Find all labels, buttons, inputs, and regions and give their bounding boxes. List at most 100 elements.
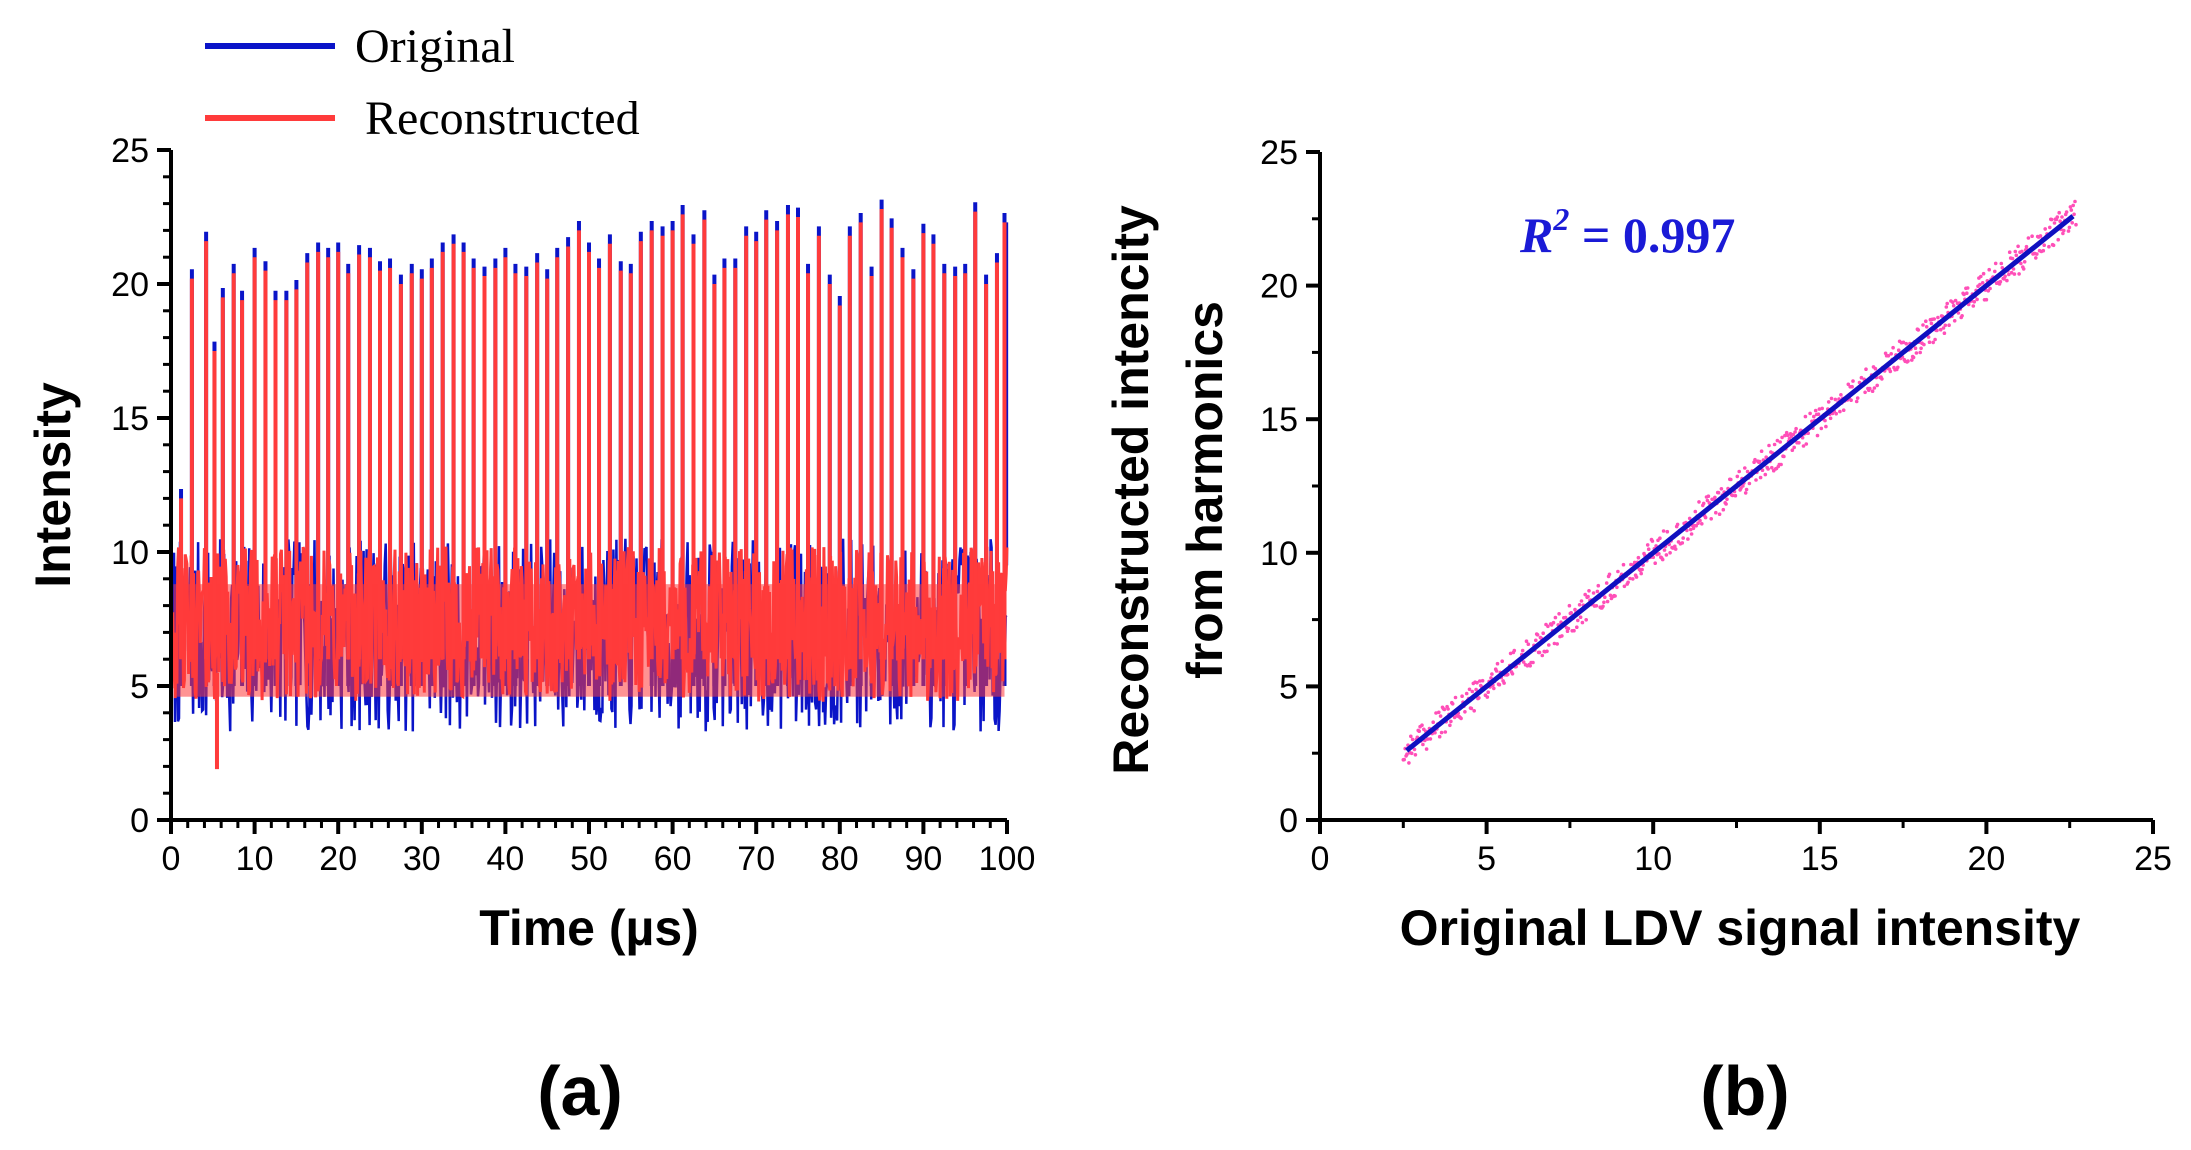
y-tick-label-a: 25 [111,132,149,170]
scatter-point [1433,730,1437,735]
scatter-point [1918,350,1922,355]
scatter-point [1721,507,1726,512]
scatter-point [1694,523,1698,528]
scatter-point [1567,603,1572,608]
scatter-point [2021,267,2026,271]
scatter-point [2070,221,2074,225]
scatter-point [1446,707,1450,711]
scatter-point [1608,593,1613,598]
scatter-point [1500,659,1504,663]
y-tick-label-a: 15 [111,400,149,438]
x-tick-label-a: 70 [737,840,775,878]
scatter-point [1817,407,1822,411]
scatter-point [2024,244,2029,249]
scatter-point [1553,615,1558,620]
scatter-point [1526,642,1531,646]
scatter-point [1607,572,1612,577]
scatter-point [2020,249,2024,254]
scatter-point [1603,595,1607,599]
scatter-point [1706,494,1711,499]
x-tick-label-a: 40 [486,840,524,878]
scatter-point [1846,382,1851,387]
scatter-point [2005,278,2009,283]
scatter-point [1520,648,1525,653]
scatter-point [1587,589,1591,593]
scatter-point [1421,742,1425,747]
scatter-point [1716,490,1721,495]
scatter-point [1569,611,1573,615]
scatter-point [1541,631,1545,635]
scatter-point [1873,366,1878,371]
scatter-point [1838,409,1842,414]
scatter-point [2035,252,2039,256]
scatter-point [1478,679,1482,683]
scatter-point [1494,669,1499,673]
scatter-point [1888,369,1893,374]
scatter-point [1944,305,1949,309]
scatter-point [1413,753,1418,757]
scatter-point [1896,348,1901,353]
r-squared-exponent: 2 [1552,201,1569,237]
scatter-point [1839,393,1843,397]
scatter-point [1987,267,1991,272]
x-tick-label-a: 0 [162,840,181,878]
scatter-point [1658,536,1662,540]
scatter-point [1512,648,1517,653]
scatter-point [2014,253,2019,258]
scatter-point [1763,472,1768,477]
scatter-point [1829,396,1834,401]
scatter-point [2042,243,2046,247]
scatter-point [1783,433,1787,438]
scatter-point [1565,629,1570,633]
scatter-point [1489,676,1493,680]
scatter-point [1417,729,1421,733]
scatter-point [1972,300,1977,304]
scatter-point [1665,529,1670,534]
scatter-point [1443,730,1448,734]
scatter-point [1956,311,1961,315]
scatter-point [1438,714,1443,718]
scatter-point [2030,234,2034,238]
scatter-point [1459,716,1463,721]
scatter-point [1566,626,1571,631]
scatter-point [1945,301,1949,306]
scatter-point [1701,501,1706,506]
scatter-point [1453,695,1458,700]
scatter-point [2055,215,2060,219]
scatter-point [2061,231,2065,236]
y-tick-label-b: 20 [1260,268,1298,306]
scatter-point [1793,430,1797,434]
r-squared-value: = 0.997 [1569,207,1735,263]
y-tick-label-b: 10 [1260,535,1298,573]
scatter-point [1555,642,1559,646]
scatter-point [2007,250,2012,254]
scatter-point [1941,326,1946,330]
scatter-point [1583,592,1587,597]
scatter-point [1696,521,1700,525]
scatter-point [1916,328,1921,332]
scatter-point [1745,469,1750,474]
panel-label-a: (a) [537,1052,623,1130]
scatter-point [1616,569,1620,574]
x-axis-label-a: Time (µs) [479,900,699,956]
scatter-point [1828,416,1833,421]
scatter-point [1502,681,1506,685]
scatter-point [1405,752,1409,756]
scatter-point [1495,661,1500,666]
scatter-point [1999,261,2004,266]
scatter-point [1546,624,1550,629]
scatter-point [1673,547,1678,551]
scatter-point [1657,552,1661,556]
scatter-point [1412,747,1417,752]
x-tick-label-b: 10 [1634,840,1672,878]
scatter-point [1485,695,1490,699]
scatter-point [2051,243,2056,248]
scatter-point [1508,651,1513,656]
scatter-point [1460,694,1464,698]
scatter-point [1425,737,1430,741]
scatter-point [1808,411,1812,416]
scatter-point [2043,227,2047,231]
x-tick-label-b: 20 [1967,840,2005,878]
scatter-point [2012,272,2017,276]
scatter-point [1470,689,1475,694]
